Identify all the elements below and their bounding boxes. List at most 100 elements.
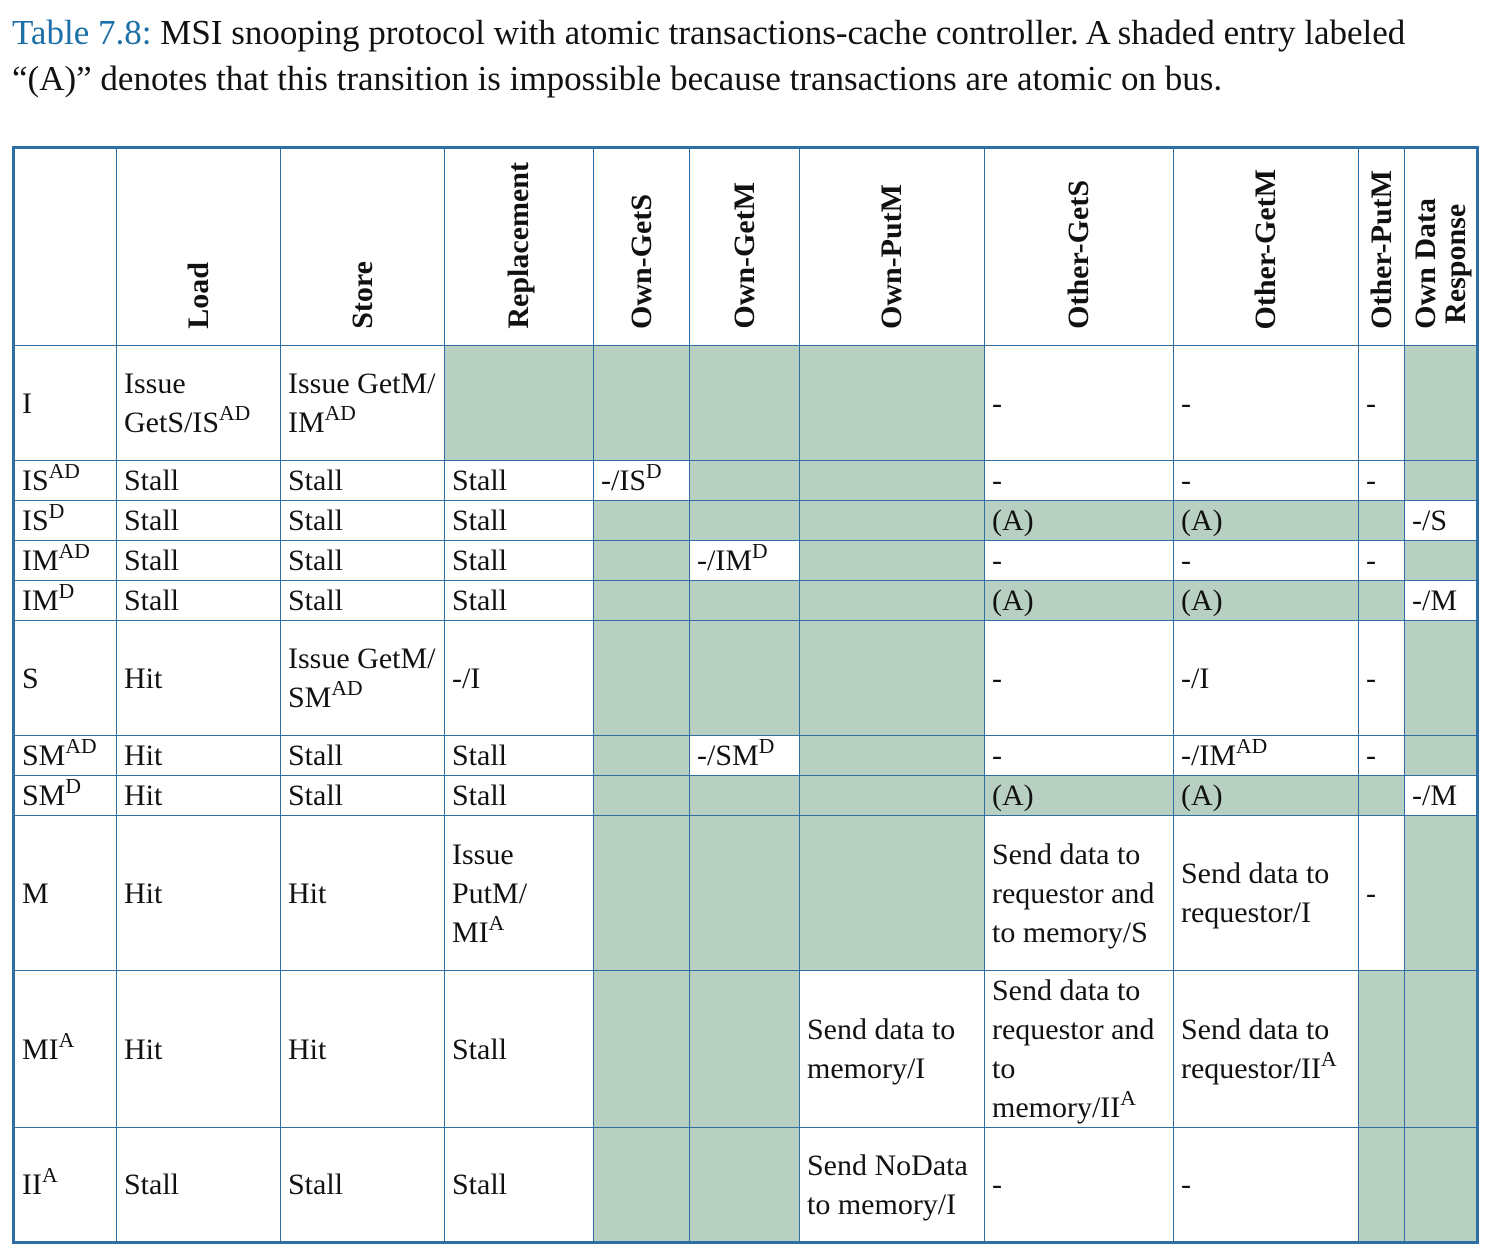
- cell-own-data-shaded: [1404, 620, 1478, 736]
- cell-own-putm-shaded: [799, 500, 985, 541]
- cell-store: Stall: [280, 1127, 445, 1243]
- cell-load: Stall: [116, 460, 281, 501]
- cell-replacement: Stall: [444, 580, 594, 621]
- cell-load: Stall: [116, 500, 281, 541]
- cell-own-gets: -/ISD: [593, 460, 690, 501]
- cell-own-putm-shaded: [799, 775, 985, 816]
- cell-load: Issue GetS/ISAD: [116, 345, 281, 461]
- cell-own-gets-shaded: [593, 345, 690, 461]
- cell-replacement-shaded: [444, 345, 594, 461]
- table-row: MIA Hit Hit Stall Send data to memory/I …: [13, 970, 1478, 1128]
- cell-other-gets-impossible: (A): [984, 580, 1174, 621]
- header-own-putm: Own-PutM: [799, 147, 985, 346]
- header-own-getm: Own-GetM: [689, 147, 800, 346]
- cell-own-data-shaded: [1404, 735, 1478, 776]
- cell-replacement: Stall: [444, 735, 594, 776]
- table-row: ISD Stall Stall Stall (A) (A) -/S: [13, 500, 1478, 541]
- cell-replacement: Stall: [444, 1127, 594, 1243]
- cell-other-getm: -/IMAD: [1173, 735, 1359, 776]
- caption-text: MSI snooping protocol with atomic transa…: [12, 13, 1406, 98]
- cell-own-getm-shaded: [689, 815, 800, 971]
- header-state: [13, 147, 117, 346]
- cell-own-getm-shaded: [689, 500, 800, 541]
- cell-other-gets: -: [984, 345, 1174, 461]
- header-row: Load Store Replacement Own-GetS Own-GetM…: [13, 147, 1478, 346]
- state-cell: S: [13, 620, 117, 736]
- cell-replacement: Stall: [444, 500, 594, 541]
- cell-store: Stall: [280, 580, 445, 621]
- cell-own-putm-shaded: [799, 620, 985, 736]
- cell-other-putm-shaded: [1358, 775, 1405, 816]
- cell-other-putm-shaded: [1358, 970, 1405, 1128]
- cell-load: Hit: [116, 970, 281, 1128]
- cell-other-gets-impossible: (A): [984, 775, 1174, 816]
- cell-other-getm-impossible: (A): [1173, 500, 1359, 541]
- cell-other-getm: -: [1173, 460, 1359, 501]
- table-row: IMD Stall Stall Stall (A) (A) -/M: [13, 580, 1478, 621]
- table-row: I Issue GetS/ISAD Issue GetM/ IMAD - - -: [13, 345, 1478, 461]
- table-row: M Hit Hit Issue PutM/ MIA Send data to r…: [13, 815, 1478, 971]
- cell-own-getm-shaded: [689, 970, 800, 1128]
- cell-own-getm-shaded: [689, 460, 800, 501]
- table-row: IMAD Stall Stall Stall -/IMD - - -: [13, 540, 1478, 581]
- cell-other-getm: Send data to requestor/IIA: [1173, 970, 1359, 1128]
- cell-own-getm-shaded: [689, 580, 800, 621]
- caption-label: Table 7.8:: [12, 13, 152, 52]
- cell-own-gets-shaded: [593, 1127, 690, 1243]
- cell-own-getm-shaded: [689, 1127, 800, 1243]
- cell-other-getm-impossible: (A): [1173, 775, 1359, 816]
- header-own-gets: Own-GetS: [593, 147, 690, 346]
- cell-other-putm: -: [1358, 345, 1405, 461]
- table-caption: Table 7.8: MSI snooping protocol with at…: [12, 10, 1482, 102]
- cell-other-putm-shaded: [1358, 580, 1405, 621]
- cell-other-gets: -: [984, 1127, 1174, 1243]
- cell-own-gets-shaded: [593, 620, 690, 736]
- protocol-table-wrapper: Load Store Replacement Own-GetS Own-GetM…: [12, 146, 1479, 1244]
- state-cell: IIA: [13, 1127, 117, 1243]
- cell-store: Hit: [280, 970, 445, 1128]
- cell-own-data-shaded: [1404, 540, 1478, 581]
- cell-load: Stall: [116, 580, 281, 621]
- cell-own-getm-shaded: [689, 620, 800, 736]
- cell-load: Stall: [116, 1127, 281, 1243]
- cell-own-gets-shaded: [593, 815, 690, 971]
- cell-own-putm-shaded: [799, 735, 985, 776]
- header-other-gets: Other-GetS: [984, 147, 1174, 346]
- header-other-getm: Other-GetM: [1173, 147, 1359, 346]
- header-other-putm: Other-PutM: [1358, 147, 1405, 346]
- cell-other-getm: -: [1173, 1127, 1359, 1243]
- cell-other-getm: -: [1173, 345, 1359, 461]
- cell-other-putm: -: [1358, 735, 1405, 776]
- cell-other-getm: -: [1173, 540, 1359, 581]
- cell-own-putm-shaded: [799, 815, 985, 971]
- cell-own-data-shaded: [1404, 815, 1478, 971]
- cell-replacement: Issue PutM/ MIA: [444, 815, 594, 971]
- header-store: Store: [280, 147, 445, 346]
- cell-own-putm: Send data to memory/I: [799, 970, 985, 1128]
- cell-other-getm: -/I: [1173, 620, 1359, 736]
- cell-other-putm: -: [1358, 620, 1405, 736]
- cell-replacement: Stall: [444, 460, 594, 501]
- cell-other-putm: -: [1358, 460, 1405, 501]
- state-cell: SMD: [13, 775, 117, 816]
- cell-other-gets-impossible: (A): [984, 500, 1174, 541]
- state-cell: SMAD: [13, 735, 117, 776]
- table-row: S Hit Issue GetM/ SMAD -/I - -/I -: [13, 620, 1478, 736]
- cell-other-gets: -: [984, 620, 1174, 736]
- cell-own-getm-shaded: [689, 345, 800, 461]
- msi-protocol-table: Load Store Replacement Own-GetS Own-GetM…: [12, 146, 1479, 1244]
- cell-load: Hit: [116, 775, 281, 816]
- cell-own-gets-shaded: [593, 580, 690, 621]
- state-cell: M: [13, 815, 117, 971]
- cell-own-getm: -/SMD: [689, 735, 800, 776]
- state-cell: MIA: [13, 970, 117, 1128]
- cell-store: Issue GetM/ IMAD: [280, 345, 445, 461]
- cell-load: Stall: [116, 540, 281, 581]
- state-cell: ISAD: [13, 460, 117, 501]
- cell-load: Hit: [116, 735, 281, 776]
- cell-load: Hit: [116, 815, 281, 971]
- cell-own-data-shaded: [1404, 345, 1478, 461]
- cell-store: Hit: [280, 815, 445, 971]
- cell-other-putm: -: [1358, 540, 1405, 581]
- cell-replacement: Stall: [444, 540, 594, 581]
